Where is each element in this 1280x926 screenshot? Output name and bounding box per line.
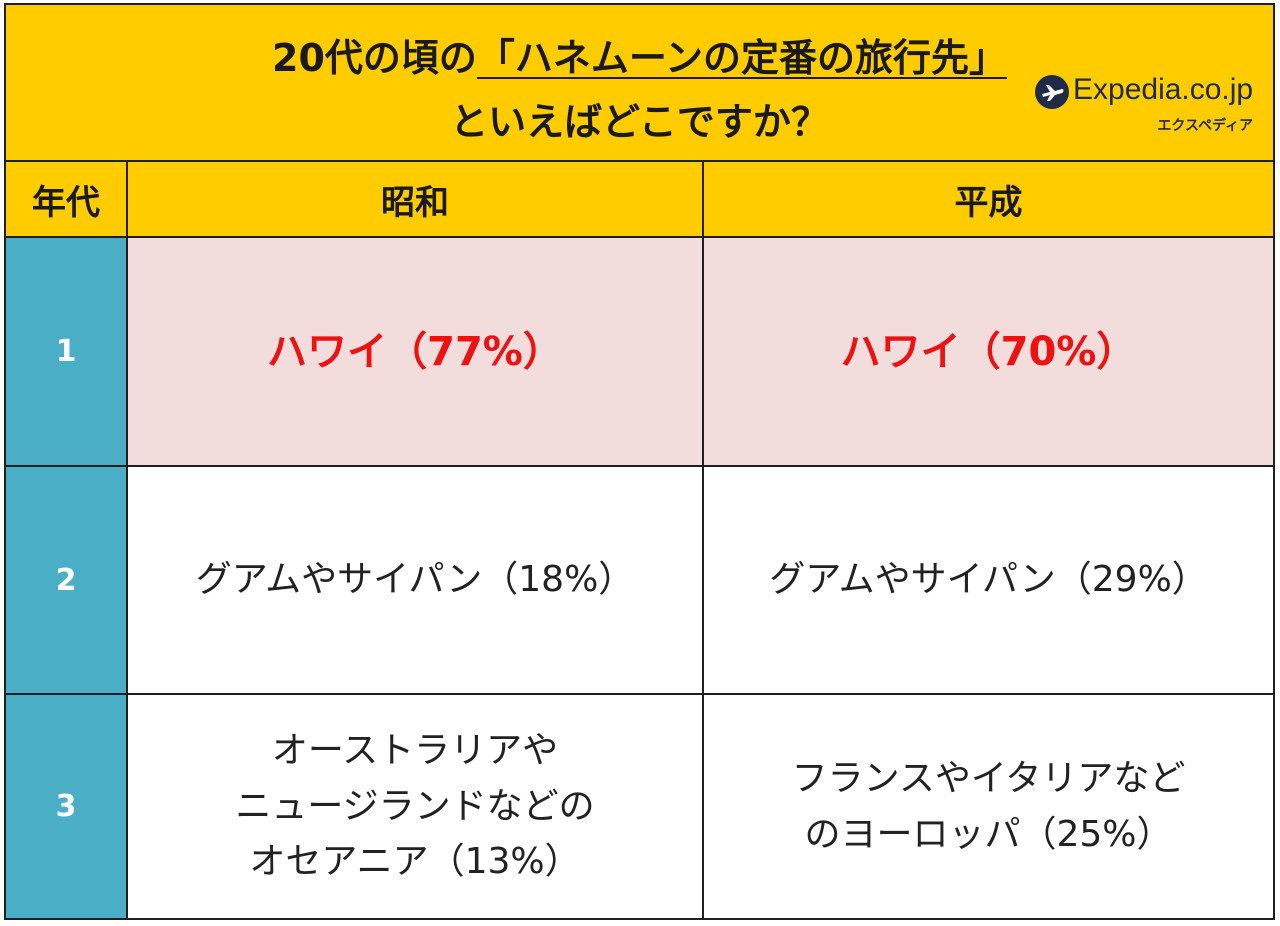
title-prefix: 20代の頃の — [272, 36, 477, 80]
expedia-logo: Expedia.co.jp エクスペディア — [1029, 73, 1259, 143]
title-emphasis: 「ハネムーンの定番の旅行先」 — [476, 36, 1007, 80]
heisei-cell-3: フランスやイタリアなど のヨーロッパ（25%） — [791, 757, 1186, 855]
rank-cell-2: 2 — [6, 467, 128, 695]
column-header-era: 年代 — [6, 162, 128, 238]
showa-cell-3: オーストラリアや ニュージランドなどの オセアニア（13%） — [128, 695, 704, 918]
logo-subtext: エクスペディア — [1157, 118, 1253, 134]
showa-cell-2: グアムやサイパン（18%） — [128, 467, 704, 695]
heisei-cell-1: ハワイ（70%） — [704, 238, 1273, 467]
ranking-table: 20代の頃の「ハネムーンの定番の旅行先」 といえばどこですか？ Expedia.… — [4, 3, 1275, 920]
logo-wordmark: Expedia.co.jp — [1073, 73, 1254, 106]
rank-cell-1: 1 — [6, 238, 128, 467]
column-header-heisei: 平成 — [704, 162, 1273, 238]
heisei-cell-2: グアムやサイパン（29%） — [704, 467, 1273, 695]
showa-cell-1: ハワイ（77%） — [128, 238, 704, 467]
rank-cell-3: 3 — [6, 695, 128, 918]
title-line-1: 20代の頃の「ハネムーンの定番の旅行先」 — [6, 27, 1273, 82]
column-header-showa: 昭和 — [128, 162, 704, 238]
airplane-globe-icon — [1035, 75, 1069, 109]
title-line-2: といえばどこですか？ — [450, 100, 829, 144]
table-header: 20代の頃の「ハネムーンの定番の旅行先」 といえばどこですか？ Expedia.… — [6, 5, 1273, 162]
